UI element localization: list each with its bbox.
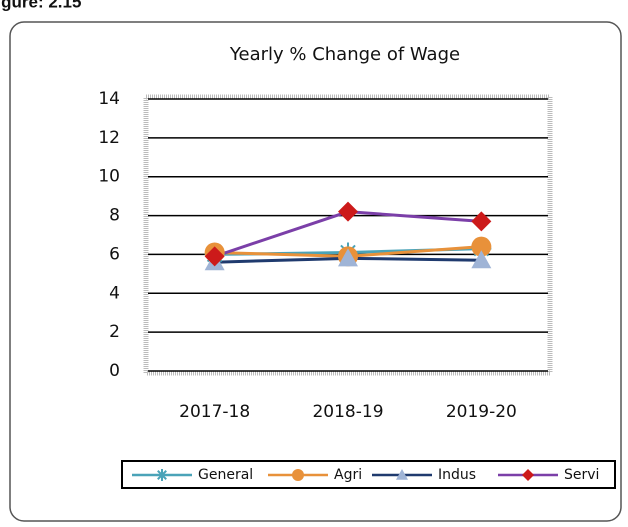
legend-label: General — [198, 467, 253, 483]
y-tick-label: 14 — [98, 89, 120, 109]
y-tick-label: 6 — [109, 244, 120, 264]
legend-label: Agri — [334, 467, 362, 483]
plot-area — [143, 94, 553, 376]
marker — [471, 236, 492, 257]
y-tick-label: 8 — [109, 206, 120, 226]
x-tick-label: 2018-19 — [312, 402, 383, 422]
y-tick-label: 4 — [109, 283, 120, 303]
y-tick-label: 0 — [109, 361, 120, 381]
marker — [471, 211, 492, 232]
marker — [204, 246, 225, 267]
x-tick-label: 2019-20 — [446, 402, 517, 422]
legend-label: Indus — [438, 467, 476, 483]
x-tick-label: 2017-18 — [179, 402, 250, 422]
y-tick-label: 12 — [98, 128, 120, 148]
chart-frame — [9, 21, 622, 522]
legend-label: Servi — [564, 467, 599, 483]
marker — [471, 250, 492, 269]
marker — [338, 201, 358, 222]
marker — [522, 469, 534, 481]
marker — [396, 469, 408, 480]
marker — [156, 469, 168, 481]
chart-title: Yearly % Change of Wage — [229, 44, 460, 65]
marker — [338, 248, 358, 267]
marker — [292, 469, 304, 481]
y-tick-label: 10 — [98, 167, 120, 187]
y-tick-label: 2 — [109, 322, 120, 342]
figure-label: Figure: 2.15 — [0, 0, 81, 11]
